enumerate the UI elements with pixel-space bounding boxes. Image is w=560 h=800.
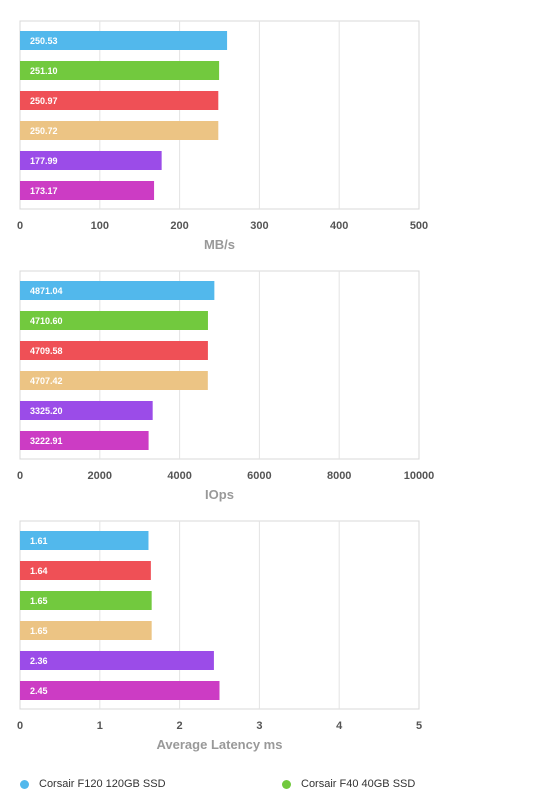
chart-1-x-tick-label: 300 <box>250 220 268 232</box>
chart-3-bar-value-label: 2.36 <box>30 656 48 666</box>
chart-3-x-tick-label: 3 <box>256 720 262 732</box>
chart-3-bar <box>20 651 214 670</box>
chart-1-bar <box>20 31 228 50</box>
chart-1-bar-value-label: 173.17 <box>30 186 58 196</box>
chart-3-bar <box>20 681 220 700</box>
chart-1-frame <box>19 20 420 210</box>
chart-1-bar-value-label: 250.97 <box>30 96 58 106</box>
chart-1-bar <box>20 91 219 110</box>
chart-3-x-tick-label: 4 <box>336 720 343 732</box>
legend-swatch-2 <box>282 779 291 789</box>
chart-1-bar <box>20 121 219 140</box>
chart-1-bar-value-label: 250.72 <box>30 126 58 136</box>
chart-3-bar-value-label: 1.61 <box>30 536 48 546</box>
chart-2-bar-value-label: 4707.42 <box>30 376 63 386</box>
chart-2-x-tick-label: 6000 <box>247 470 271 482</box>
chart-1-bar <box>20 181 155 200</box>
chart-2-bar-value-label: 4709.58 <box>30 346 63 356</box>
chart-3-bar <box>20 561 151 580</box>
chart-2-x-axis-title: IOps <box>205 487 234 502</box>
chart-3-bar-value-label: 1.65 <box>30 596 48 606</box>
chart-1-bar <box>20 61 220 80</box>
chart-3-x-axis-title: Average Latency ms <box>157 737 283 752</box>
chart-3-frame <box>19 520 420 710</box>
chart-2-x-tick-label: 8000 <box>327 470 351 482</box>
chart-2-bar <box>20 431 149 450</box>
chart-3-bar <box>20 621 152 640</box>
chart-1-x-tick-label: 200 <box>170 220 188 232</box>
chart-3-x-tick-label: 5 <box>416 720 422 732</box>
chart-2-bar <box>20 371 208 390</box>
chart-1-x-axis-title: MB/s <box>204 237 235 252</box>
chart-3-bar-value-label: 1.65 <box>30 626 48 636</box>
chart-3-bar-value-label: 1.64 <box>30 566 48 576</box>
chart-2-bar <box>20 281 215 300</box>
legend-item-2: Corsair F40 40GB SSD <box>282 778 415 790</box>
chart-2-x-tick-label: 2000 <box>88 470 112 482</box>
chart-1-x-tick-label: 500 <box>410 220 428 232</box>
chart-2-bar-value-label: 4871.04 <box>30 286 63 296</box>
legend-item-1: Corsair F120 120GB SSD <box>20 778 166 790</box>
legend: Corsair F120 120GB SSD Corsair F40 40GB … <box>20 778 540 798</box>
chart-2-bar <box>20 401 153 420</box>
legend-swatch-1 <box>20 779 29 789</box>
chart-3-bar <box>20 531 149 550</box>
chart-3-x-tick-label: 2 <box>177 720 183 732</box>
chart-2-frame <box>19 270 420 460</box>
chart-1-bar-value-label: 250.53 <box>30 36 58 46</box>
chart-1-x-tick-label: 100 <box>91 220 109 232</box>
chart-1-bar <box>20 151 162 170</box>
chart-1-bar-value-label: 177.99 <box>30 156 58 166</box>
chart-1-x-tick-label: 0 <box>17 220 23 232</box>
chart-2-bar-value-label: 3222.91 <box>30 436 63 446</box>
chart-2-bar-value-label: 3325.20 <box>30 406 63 416</box>
chart-3-x-tick-label: 1 <box>97 720 103 732</box>
chart-2-x-tick-label: 4000 <box>167 470 191 482</box>
chart-3-bar-value-label: 2.45 <box>30 686 48 696</box>
chart-2-bar <box>20 311 208 330</box>
legend-label-2: Corsair F40 40GB SSD <box>301 778 416 790</box>
chart-2-bar <box>20 341 208 360</box>
chart-3-x-tick-label: 0 <box>17 720 23 732</box>
legend-label-1: Corsair F120 120GB SSD <box>39 778 166 790</box>
chart-2-bar-value-label: 4710.60 <box>30 316 63 326</box>
chart-2-x-tick-label: 10000 <box>404 470 435 482</box>
chart-2-x-tick-label: 0 <box>17 470 23 482</box>
chart-3-bar <box>20 591 152 610</box>
chart-1-x-tick-label: 400 <box>330 220 348 232</box>
chart-1-bar-value-label: 251.10 <box>30 66 58 76</box>
